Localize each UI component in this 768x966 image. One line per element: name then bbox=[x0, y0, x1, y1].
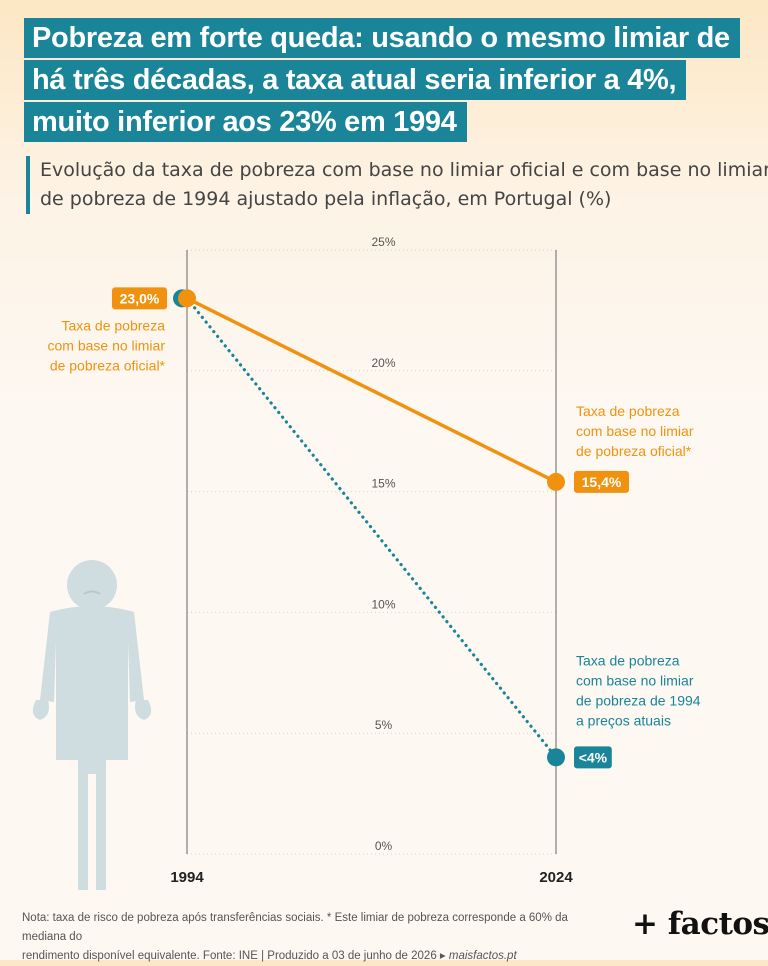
svg-text:<4%: <4% bbox=[579, 749, 608, 765]
title-line-1: Pobreza em forte queda: usando o mesmo l… bbox=[24, 18, 740, 58]
annotation-official-end: Taxa de pobreza com base no limiar de pobr… bbox=[576, 403, 694, 459]
series-line-threshold_1994 bbox=[185, 296, 558, 759]
series-line-official bbox=[186, 296, 557, 484]
footnote: Nota: taxa de risco de pobreza após tran… bbox=[22, 909, 612, 966]
title-line-2: há três décadas, a taxa atual seria infe… bbox=[24, 60, 687, 100]
footnote-line-1: Nota: taxa de risco de pobreza após tran… bbox=[22, 912, 568, 943]
data-point-threshold_1994-2024 bbox=[547, 748, 565, 767]
annotation-official-start: Taxa de pobreza com base no limiar de pobr… bbox=[48, 317, 166, 373]
chart-grid bbox=[186, 249, 557, 855]
svg-text:23,0%: 23,0% bbox=[120, 290, 160, 306]
chart-title: Pobreza em forte queda: usando o mesmo l… bbox=[24, 18, 744, 144]
value-label-1994-2024: <4% bbox=[574, 746, 612, 769]
x-tick-label: 2024 bbox=[539, 869, 573, 886]
y-tick-label: 20% bbox=[371, 356, 395, 370]
x-tick-label: 1994 bbox=[170, 869, 204, 886]
data-point-official-1994 bbox=[178, 289, 196, 308]
y-tick-label: 15% bbox=[371, 477, 395, 491]
y-tick-label: 5% bbox=[375, 718, 393, 732]
subtitle-line-1: Evolução da taxa de pobreza com base no … bbox=[40, 159, 768, 181]
chart-subtitle: Evolução da taxa de pobreza com base no … bbox=[26, 156, 768, 214]
y-tick-labels: 0% 5% 10% 15% 20% 25% bbox=[371, 235, 395, 853]
y-tick-label: 0% bbox=[375, 839, 393, 853]
annotation-layer: 23,0% Taxa de pobreza com base no limiar de… bbox=[48, 287, 701, 769]
source-link[interactable]: maisfactos.pt bbox=[448, 950, 517, 962]
title-line-3: muito inferior aos 23% em 1994 bbox=[24, 102, 467, 142]
brand-logo: + factos bbox=[632, 906, 768, 942]
y-tick-label: 25% bbox=[371, 235, 395, 249]
value-label-official-2024: 15,4% bbox=[574, 470, 629, 493]
annotation-1994-end: Taxa de pobreza com base no limiar de pobr… bbox=[576, 652, 701, 728]
value-label-official-1994: 23,0% bbox=[112, 287, 167, 310]
footnote-line-2: rendimento disponível equivalente. Fonte… bbox=[22, 950, 449, 962]
svg-text:15,4%: 15,4% bbox=[582, 474, 622, 490]
x-tick-labels: 1994 2024 bbox=[170, 869, 573, 886]
sad-person-empty-pockets-icon bbox=[32, 560, 152, 890]
y-tick-label: 10% bbox=[371, 597, 395, 611]
data-point-official-2024 bbox=[547, 472, 565, 491]
series-layer bbox=[173, 289, 565, 767]
subtitle-line-2: de pobreza de 1994 ajustado pela inflaçã… bbox=[40, 188, 612, 210]
